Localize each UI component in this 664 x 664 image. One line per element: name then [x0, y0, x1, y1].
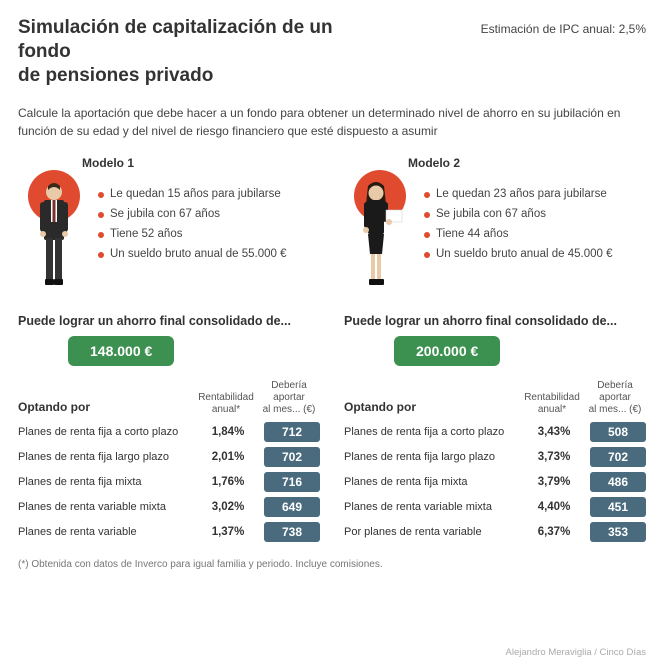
table-row: Planes de renta variable mixta4,40%451: [344, 497, 646, 517]
bullet-item: Un sueldo bruto anual de 45.000 €: [424, 248, 612, 260]
table-row: Planes de renta variable mixta3,02%649: [18, 497, 320, 517]
table-row: Planes de renta fija a corto plazo1,84%7…: [18, 422, 320, 442]
model-1: Modelo 1: [18, 166, 320, 547]
model-2-bullets: Le quedan 23 años para jubilarse Se jubi…: [424, 166, 612, 268]
table-row: Planes de renta variable1,37%738: [18, 522, 320, 542]
col-optando: Optando por: [18, 400, 194, 416]
bullet-item: Tiene 44 años: [424, 228, 612, 240]
bullet-item: Un sueldo bruto anual de 55.000 €: [98, 248, 286, 260]
man-icon: [34, 182, 74, 290]
savings-label-1: Puede lograr un ahorro final consolidado…: [18, 314, 320, 328]
table-row: Planes de renta fija mixta3,79%486: [344, 472, 646, 492]
model-2-header: Modelo 2: [344, 166, 646, 296]
table-row: Planes de renta fija a corto plazo3,43%5…: [344, 422, 646, 442]
col-rent: Rentabilidad anual*: [194, 392, 258, 416]
table-2-head: Optando por Rentabilidad anual* Debería …: [344, 380, 646, 416]
savings-label-2: Puede lograr un ahorro final consolidado…: [344, 314, 646, 328]
savings-amount-1: 148.000 €: [68, 336, 174, 366]
table-row: Por planes de renta variable6,37%353: [344, 522, 646, 542]
model-2-label: Modelo 2: [408, 156, 460, 170]
header: Simulación de capitalización de un fondo…: [18, 16, 646, 87]
table-row: Planes de renta fija largo plazo3,73%702: [344, 447, 646, 467]
table-row: Planes de renta fija largo plazo2,01%702: [18, 447, 320, 467]
bullet-item: Se jubila con 67 años: [98, 208, 286, 220]
footnote: (*) Obtenida con datos de Inverco para i…: [18, 559, 646, 570]
model-1-label: Modelo 1: [82, 156, 134, 170]
models-row: Modelo 1: [18, 166, 646, 547]
description: Calcule la aportación que debe hacer a u…: [18, 105, 646, 140]
title-line1: Simulación de capitalización de un fondo: [18, 17, 333, 62]
col-apor: Debería aportar al mes... (€): [258, 380, 320, 416]
col-apor: Debería aportar al mes... (€): [584, 380, 646, 416]
col-optando: Optando por: [344, 400, 520, 416]
credit: Alejandro Meraviglia / Cinco Días: [506, 647, 646, 658]
ipc-label: Estimación de IPC anual: 2,5%: [481, 16, 646, 36]
title-line2: de pensiones privado: [18, 65, 213, 86]
model-2: Modelo 2: [344, 166, 646, 547]
table-row: Planes de renta fija mixta1,76%716: [18, 472, 320, 492]
model-2-figure: Modelo 2: [344, 166, 416, 296]
table-1-head: Optando por Rentabilidad anual* Debería …: [18, 380, 320, 416]
table-1: Optando por Rentabilidad anual* Debería …: [18, 380, 320, 542]
bullet-item: Le quedan 15 años para jubilarse: [98, 188, 286, 200]
model-1-figure: Modelo 1: [18, 166, 90, 296]
table-2: Optando por Rentabilidad anual* Debería …: [344, 380, 646, 542]
col-rent: Rentabilidad anual*: [520, 392, 584, 416]
model-1-header: Modelo 1: [18, 166, 320, 296]
woman-icon: [356, 182, 404, 290]
bullet-item: Tiene 52 años: [98, 228, 286, 240]
page-title: Simulación de capitalización de un fondo…: [18, 16, 378, 87]
savings-amount-2: 200.000 €: [394, 336, 500, 366]
model-1-bullets: Le quedan 15 años para jubilarse Se jubi…: [98, 166, 286, 268]
bullet-item: Le quedan 23 años para jubilarse: [424, 188, 612, 200]
bullet-item: Se jubila con 67 años: [424, 208, 612, 220]
